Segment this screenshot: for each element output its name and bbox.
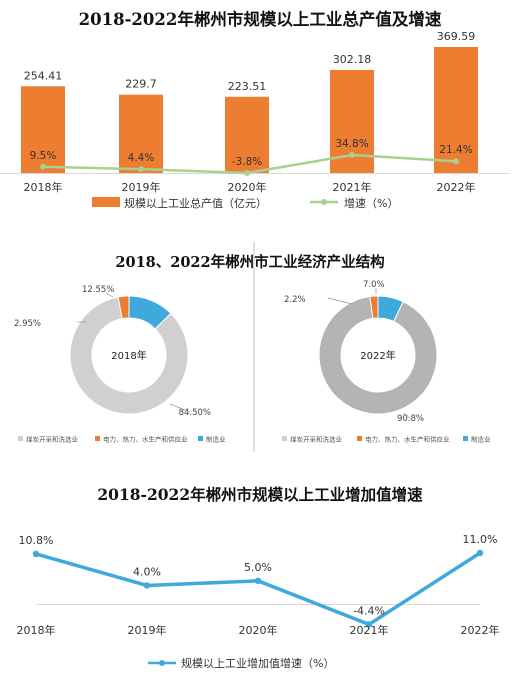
chart1-bar-label: 302.18 — [333, 53, 372, 66]
chart2-legend-swatch — [357, 436, 362, 441]
chart1-growth-point — [244, 170, 250, 176]
chart1-growth-label: -3.8% — [232, 156, 262, 168]
chart2-donut-1-slice-煤炭开采和洗选业 — [318, 295, 438, 415]
chart3-x-tick: 2020年 — [239, 623, 278, 637]
chart2-legend-label: 煤炭开采和洗选业 — [290, 435, 343, 444]
chart2-legend-label: 制造业 — [206, 435, 226, 444]
chart2-legend-label: 煤炭开采和洗选业 — [26, 435, 79, 444]
chart1-bar-2022年 — [434, 47, 478, 173]
chart2-leader-line — [327, 297, 353, 305]
chart2-donut-1-slice-电力、热力、水生产和供应业 — [369, 295, 379, 319]
chart2-legend-label: 电力、热力、水生产和供应业 — [365, 435, 450, 444]
chart2-legend-label: 电力、热力、水生产和供应业 — [103, 435, 188, 444]
chart1-x-tick: 2018年 — [24, 180, 63, 194]
chart1-growth-label: 9.5% — [30, 150, 57, 162]
chart1-x-tick: 2022年 — [437, 180, 476, 194]
chart1-bar-label: 223.51 — [228, 80, 267, 93]
chart2-title: 2018、2022年郴州市工业经济产业结构 — [115, 254, 385, 271]
chart2-leader-line — [403, 412, 411, 419]
chart3-point — [365, 621, 373, 628]
chart3-legend-marker — [159, 660, 165, 666]
chart1-x-tick: 2019年 — [122, 180, 161, 194]
chart3-data-label: 11.0% — [463, 533, 498, 546]
chart3-point — [254, 577, 262, 585]
chart2-slice-label: 2.95% — [14, 319, 41, 329]
chart1-legend-line-label: 增速（%） — [344, 196, 398, 210]
chart2-legend-swatch — [282, 436, 287, 441]
chart1-growth-label: 4.4% — [128, 152, 155, 164]
chart2-donut-center-label: 2022年 — [360, 349, 395, 362]
chart1-legend-line-marker — [321, 199, 327, 205]
chart3-legend-label: 规模以上工业增加值增速（%） — [181, 656, 334, 670]
chart2-legend-swatch — [463, 436, 468, 441]
chart1-x-tick: 2020年 — [228, 180, 267, 194]
chart2-donut-0-slice-煤炭开采和洗选业 — [69, 296, 189, 415]
chart3-x-tick: 2021年 — [350, 623, 389, 637]
chart1-growth-point — [138, 166, 144, 173]
chart3-title: 2018-2022年郴州市规模以上工业增加值增速 — [97, 485, 423, 504]
chart2-legend-swatch — [95, 436, 100, 441]
chart1-growth-label: 34.8% — [335, 138, 368, 150]
chart1-x-tick: 2021年 — [333, 180, 372, 194]
chart1-growth-label: 21.4% — [439, 144, 472, 156]
chart1-legend-bar-swatch — [92, 197, 120, 207]
chart1-growth-point — [40, 163, 46, 170]
chart1-bar-label: 254.41 — [24, 69, 63, 82]
chart1-growth-point — [349, 152, 355, 158]
chart3-data-label: 10.8% — [19, 534, 54, 547]
chart1-bar-2019年 — [119, 94, 163, 173]
chart1-bar-2018年 — [21, 86, 65, 173]
chart1-bar-label: 369.59 — [437, 30, 476, 43]
chart3-point — [32, 550, 40, 558]
chart1-growth-point — [453, 158, 459, 165]
chart2-slice-label: 12.55% — [82, 285, 114, 295]
chart2-leader-line — [169, 403, 191, 413]
chart1-bar-label: 229.7 — [125, 78, 157, 91]
chart3-data-label: -4.4% — [353, 604, 385, 617]
chart1-bar-2020年 — [225, 96, 269, 173]
chart2-slice-label: 84.50% — [179, 408, 211, 418]
chart3-point — [143, 582, 151, 589]
chart2-legend-label: 制造业 — [471, 435, 491, 444]
chart3-data-label: 5.0% — [244, 561, 272, 574]
chart1-title: 2018-2022年郴州市规模以上工业总产值及增速 — [78, 10, 442, 29]
chart3-point — [476, 549, 484, 557]
chart2-slice-label: 7.0% — [363, 280, 385, 290]
chart2-slice-label: 2.2% — [284, 295, 306, 305]
chart2-slice-label: 90.8% — [397, 414, 424, 424]
chart3-x-tick: 2022年 — [461, 623, 500, 637]
chart3-data-label: 4.0% — [133, 565, 161, 578]
chart2-legend-swatch — [198, 436, 203, 441]
chart2-donut-0-slice-电力、热力、水生产和供应业 — [117, 295, 130, 320]
chart2-legend-swatch — [18, 436, 23, 441]
chart3-x-tick: 2019年 — [128, 623, 167, 637]
chart2-donut-center-label: 2018年 — [111, 349, 146, 362]
chart2-leader-line — [105, 292, 114, 298]
chart1-legend-bar-label: 规模以上工业总产值（亿元） — [124, 196, 267, 210]
chart3-x-tick: 2018年 — [17, 623, 56, 637]
